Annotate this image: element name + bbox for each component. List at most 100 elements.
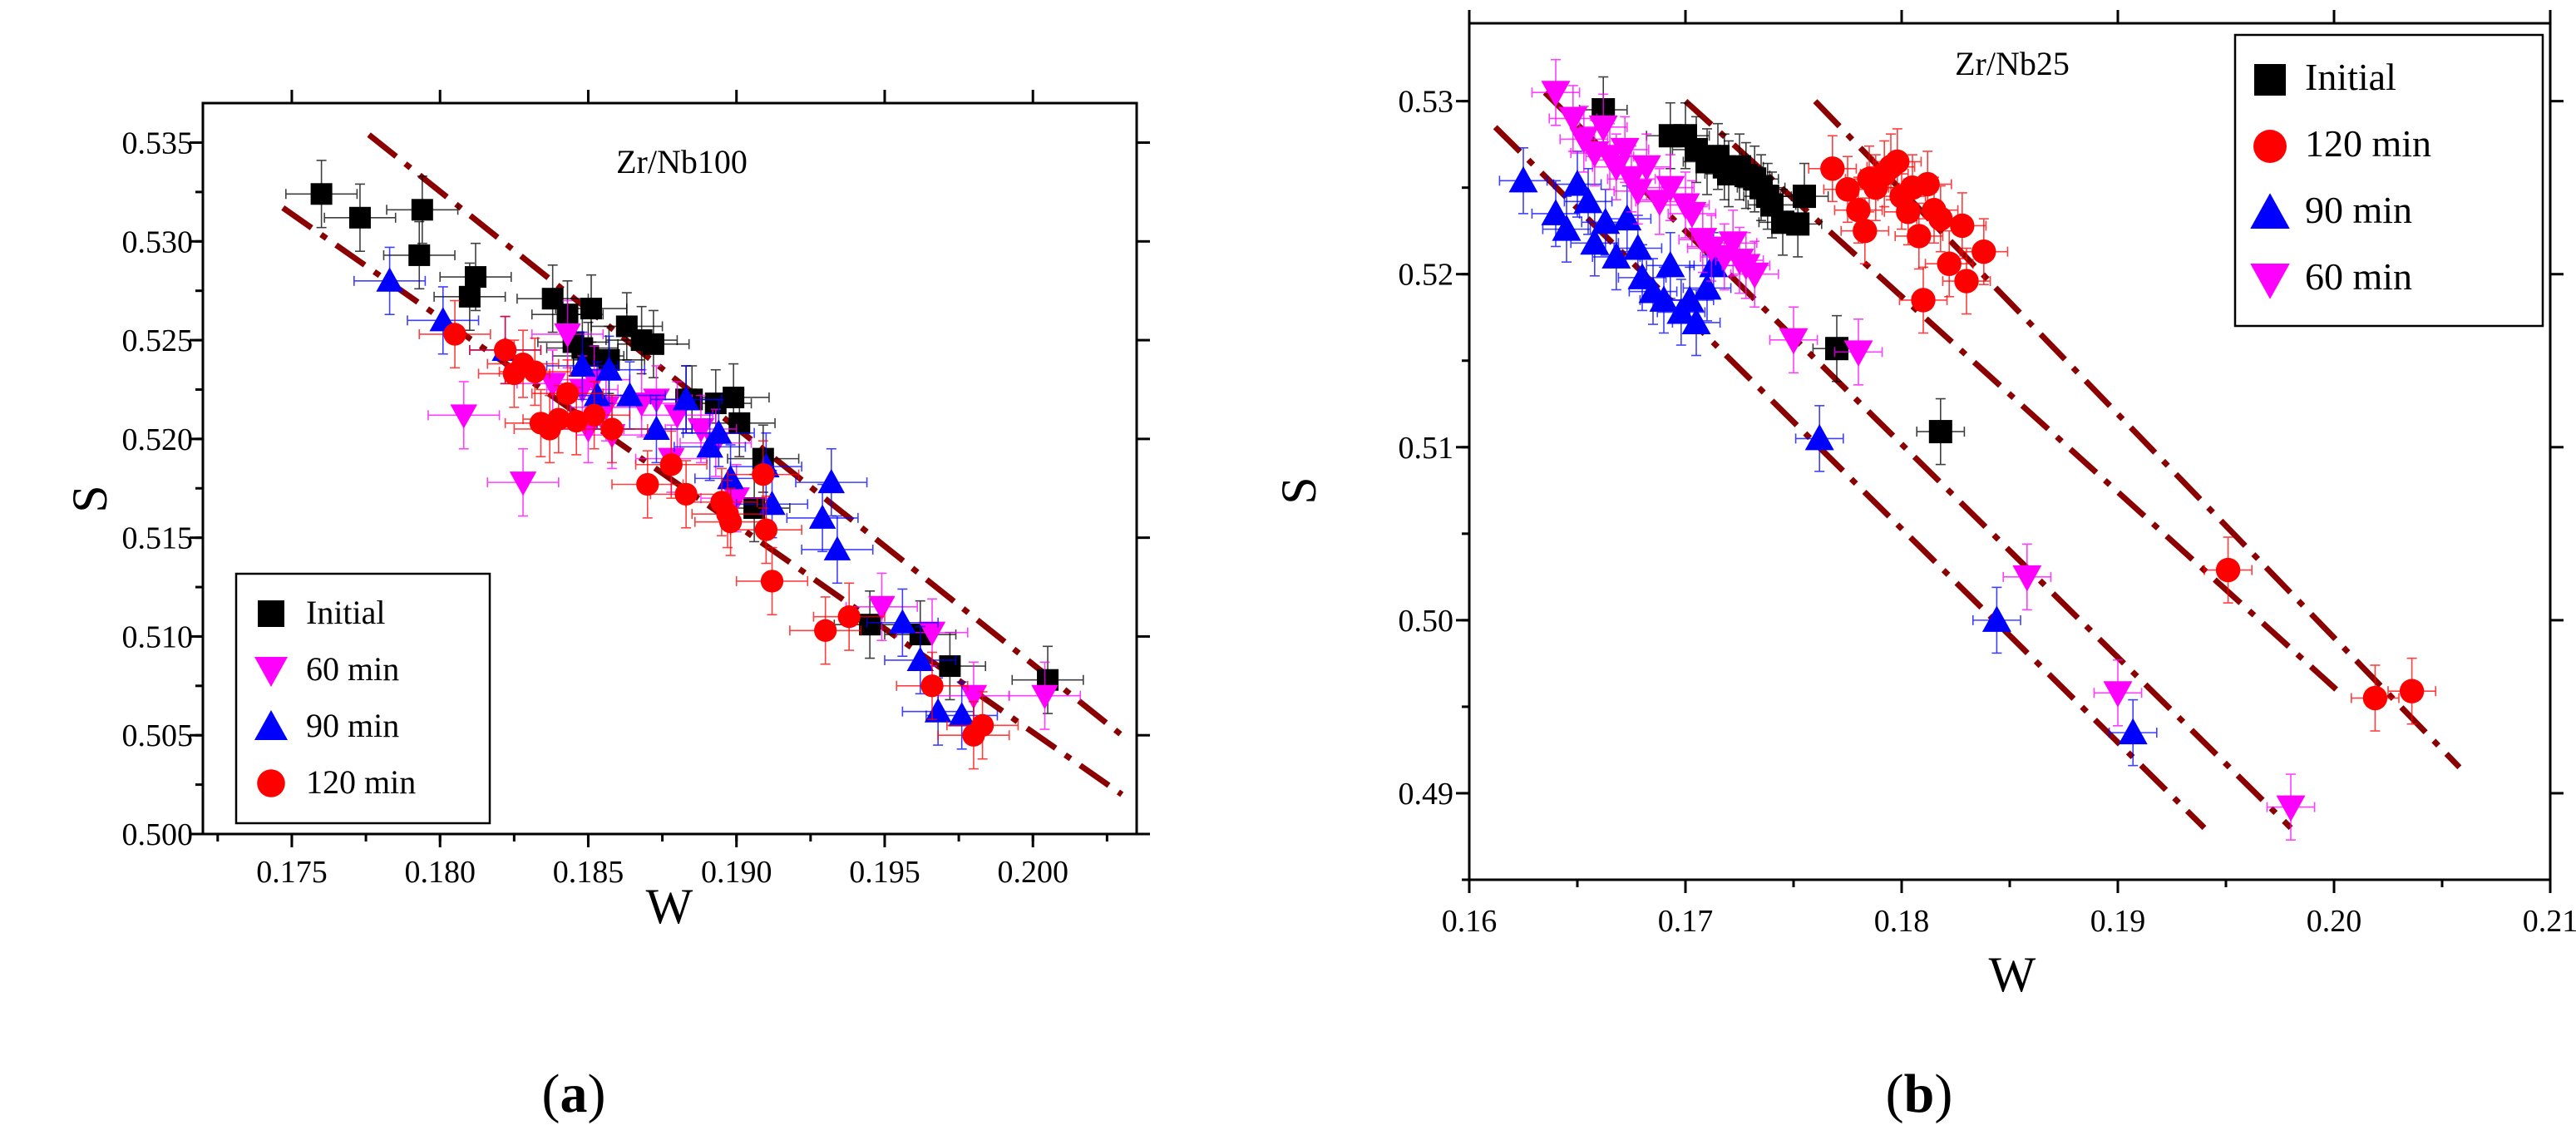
x-tick-label: 0.185	[553, 855, 624, 890]
panel-b: 0.16 0.17 0.18 0.19 0.20 0.21 0.49 0.50 0.51 0.5…	[1271, 10, 2576, 1124]
data-point	[376, 267, 403, 292]
data-point	[458, 285, 481, 308]
data-point	[642, 333, 664, 355]
data-point	[1804, 423, 1834, 451]
data-point	[868, 595, 896, 621]
legend-marker	[258, 600, 284, 627]
x-tick-label: 0.195	[849, 855, 920, 890]
legend-a: Initial 60 min 90 min 120 min	[234, 572, 491, 825]
data-point	[1681, 308, 1711, 334]
data-point	[2362, 685, 2388, 711]
data-points-b	[1498, 58, 2436, 841]
data-point	[906, 646, 934, 671]
y-tick-label: 0.49	[1399, 777, 1454, 812]
data-point	[817, 468, 846, 494]
data-point	[464, 266, 486, 289]
data-point	[920, 674, 944, 698]
error-bar	[1972, 586, 2021, 654]
data-point	[960, 684, 988, 709]
panel-title-a: Zr/Nb100	[616, 143, 748, 180]
legend-label: 120 min	[2305, 122, 2431, 165]
legend-marker	[254, 710, 288, 740]
legend-marker	[2253, 130, 2287, 163]
data-point	[636, 472, 659, 496]
legend-label: 90 min	[306, 707, 399, 744]
panel-a: 0.175 0.180 0.185 0.190 0.195 0.200 0.5000.50…	[62, 90, 1150, 1124]
x-axis-label-a: W	[646, 879, 693, 934]
data-point	[718, 510, 743, 534]
data-point	[1552, 215, 1582, 241]
data-point	[493, 338, 517, 362]
data-point	[752, 462, 775, 486]
data-point	[1896, 200, 1921, 225]
data-point	[758, 491, 786, 516]
data-point	[1843, 340, 1873, 367]
data-point	[672, 386, 700, 411]
data-point	[616, 382, 644, 407]
y-tick-label: 0.535	[122, 126, 194, 161]
y-ticks-b: 0.49 0.50 0.51 0.52 0.53	[1399, 85, 2564, 881]
data-point	[1569, 127, 1599, 154]
y-tick-label: 0.530	[122, 225, 194, 259]
data-point	[1835, 177, 1860, 202]
data-point	[1645, 190, 1675, 216]
legend-box	[2233, 33, 2544, 328]
data-point	[924, 698, 952, 723]
fit-line	[1542, 90, 2293, 831]
data-point	[687, 417, 715, 443]
data-point	[728, 412, 751, 434]
x-axis-label-b: W	[1989, 947, 2036, 1002]
y-tick-label: 0.52	[1399, 258, 1454, 293]
data-point	[705, 419, 733, 444]
data-point	[970, 713, 994, 737]
data-point	[1541, 81, 1571, 107]
data-point	[310, 183, 333, 205]
fit-line	[1493, 125, 2207, 831]
data-point	[948, 702, 975, 727]
data-point	[2399, 679, 2425, 703]
data-point	[1623, 234, 1653, 260]
caption-a: (a)	[542, 1064, 606, 1124]
data-point	[1675, 285, 1705, 312]
data-point	[1649, 285, 1679, 312]
data-point	[808, 504, 836, 529]
data-point	[1971, 239, 1996, 264]
data-point	[837, 605, 861, 629]
data-point	[1601, 242, 1631, 269]
legend-label: 60 min	[2305, 255, 2412, 298]
data-point	[555, 382, 580, 405]
legend-marker	[2254, 64, 2286, 96]
data-point	[450, 404, 477, 429]
data-point	[889, 609, 916, 634]
data-point	[1031, 684, 1059, 709]
data-point	[1718, 231, 1748, 258]
x-tick-label: 0.18	[1874, 904, 1930, 939]
series-90-min	[353, 246, 999, 750]
data-point	[580, 298, 603, 320]
data-point	[696, 433, 723, 458]
data-point	[643, 415, 670, 440]
data-point	[754, 518, 778, 541]
x-tick-label: 0.180	[404, 855, 476, 890]
series-60-min	[1531, 58, 2316, 841]
data-point	[674, 482, 698, 506]
caption-letter-a: a	[560, 1064, 588, 1124]
data-point	[823, 535, 851, 560]
panel-title-b: Zr/Nb25	[1955, 45, 2070, 82]
data-point	[554, 323, 581, 348]
data-point	[1558, 106, 1588, 133]
data-point	[1885, 149, 1910, 175]
data-point	[2215, 557, 2241, 583]
caption-letter-b: b	[1904, 1064, 1935, 1124]
y-tick-label: 0.505	[122, 718, 194, 753]
data-point	[1793, 185, 1816, 209]
data-point	[1820, 156, 1845, 181]
caption-b: (b)	[1886, 1064, 1953, 1124]
data-point	[2118, 718, 2148, 745]
data-point	[1588, 115, 1618, 142]
y-axis-label-b: S	[1271, 476, 1326, 504]
data-point	[443, 323, 466, 346]
data-point	[1692, 273, 1722, 300]
data-point	[2012, 565, 2042, 592]
data-point	[582, 403, 606, 427]
